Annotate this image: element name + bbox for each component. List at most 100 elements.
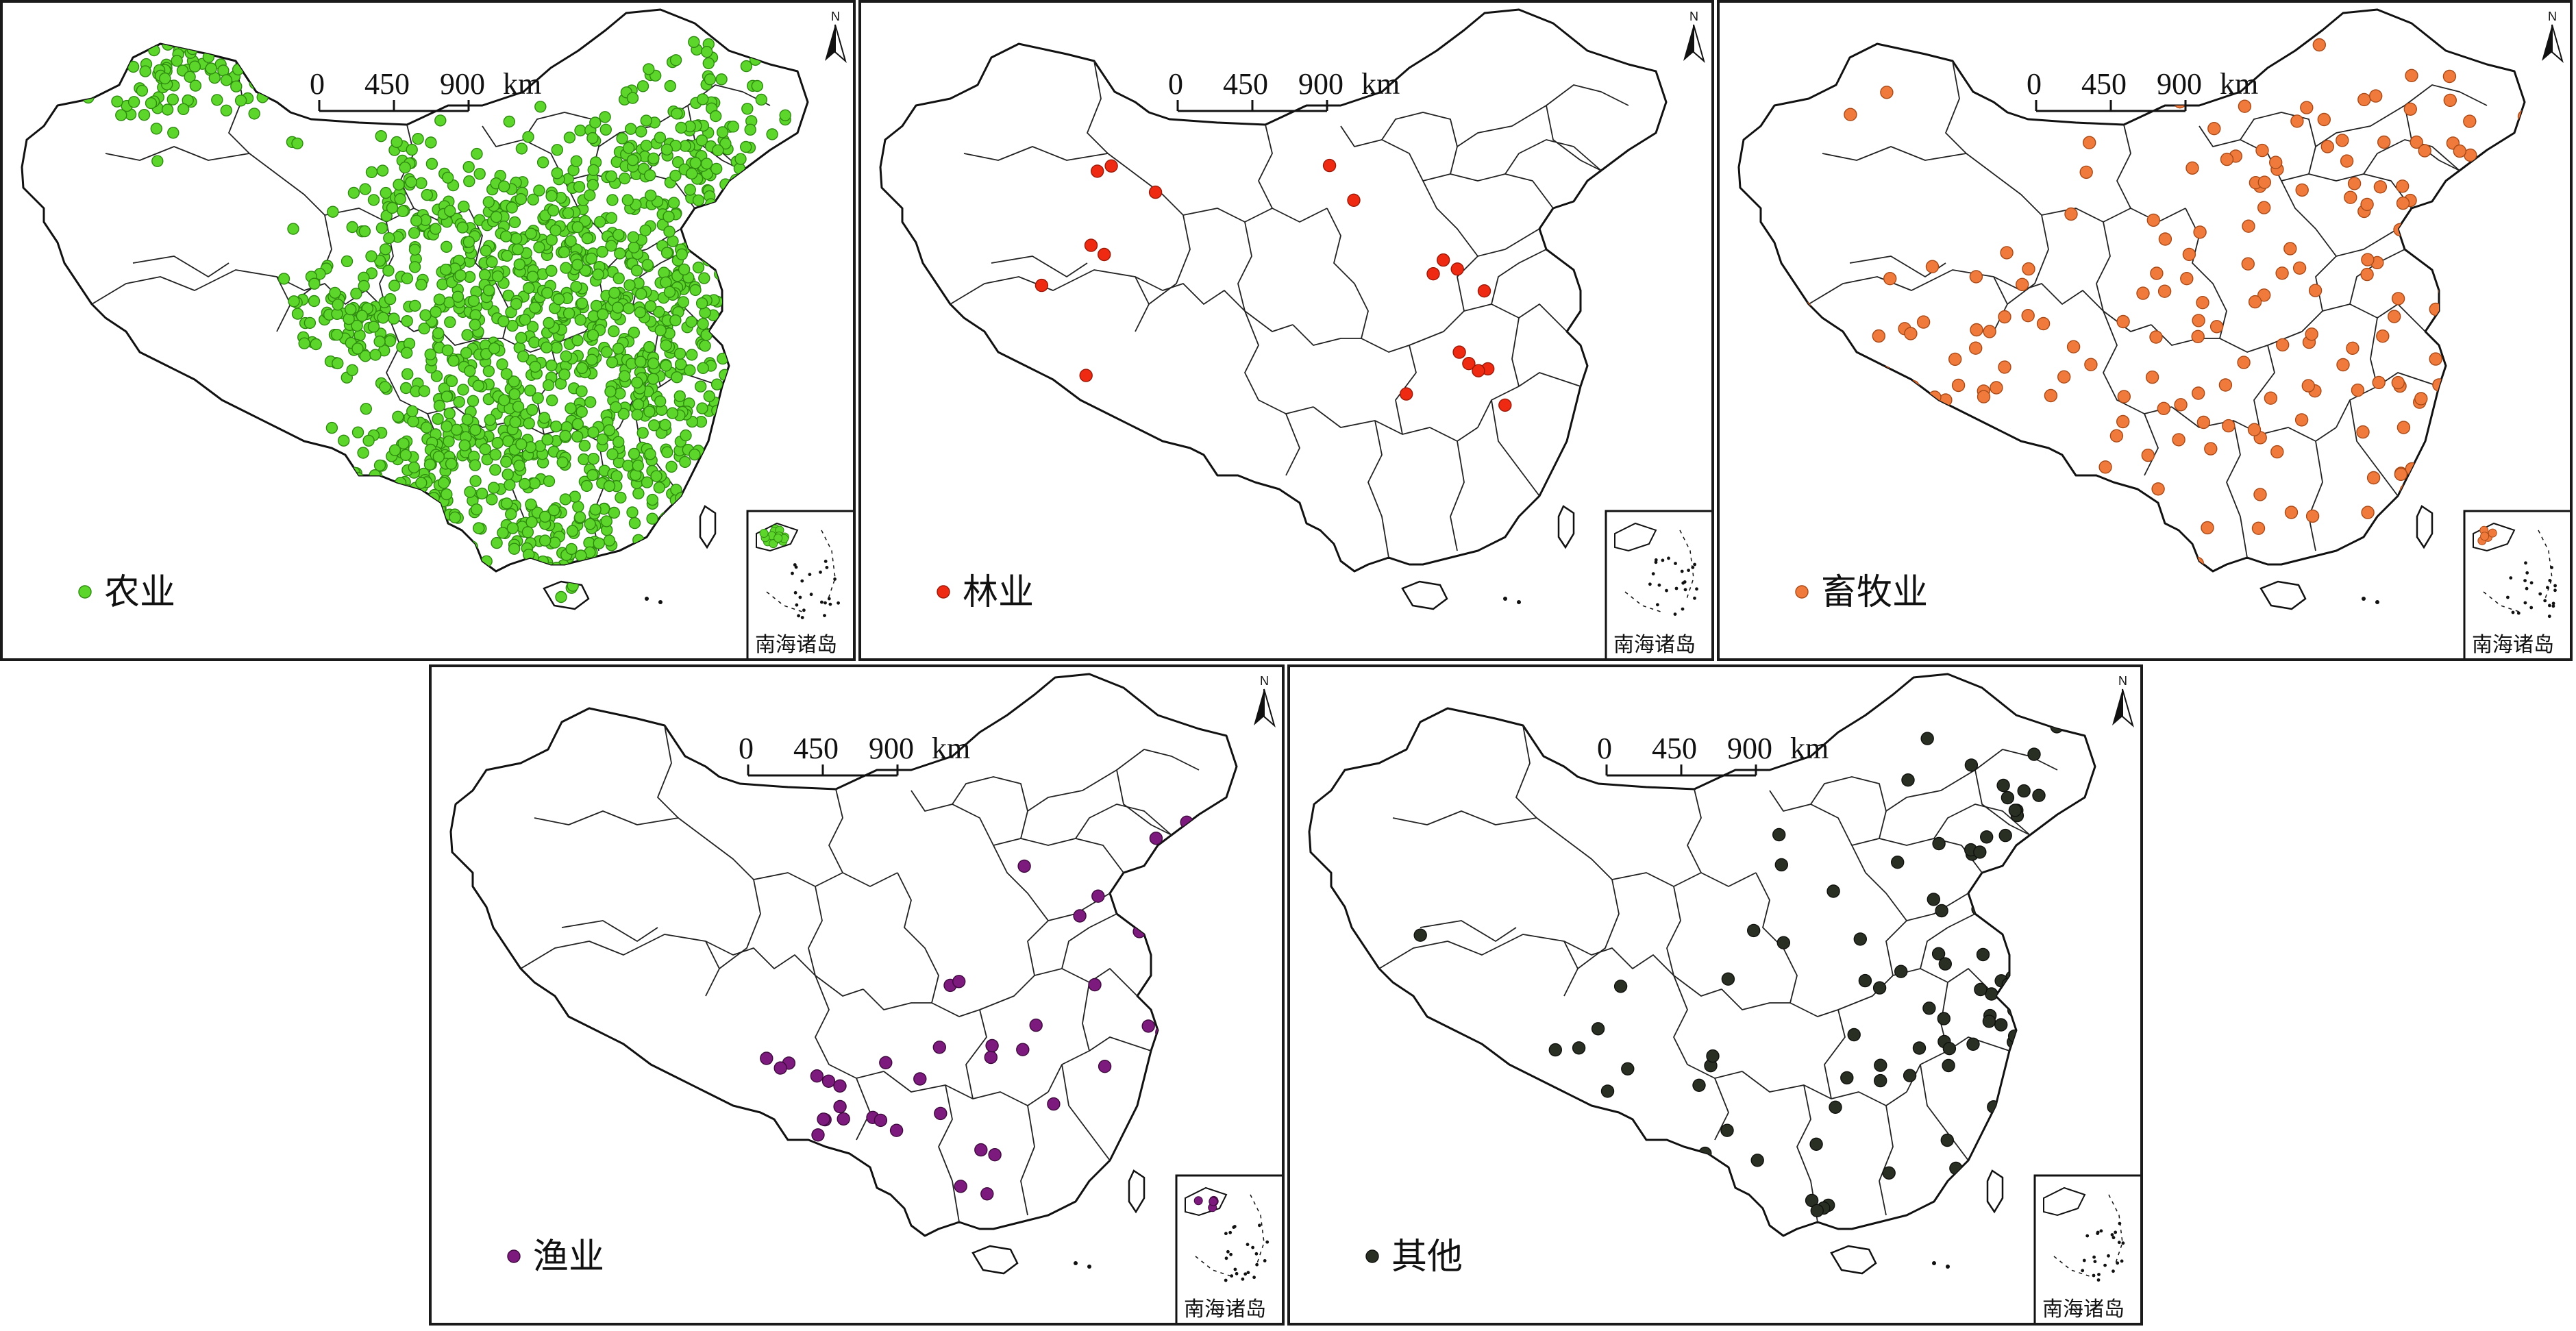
point-marker [647, 373, 660, 385]
point-marker [1776, 21, 1790, 35]
point-marker [1994, 1018, 2008, 1032]
point-marker [2360, 267, 2374, 282]
point-marker [467, 295, 480, 307]
south-china-sea-inset: 南海诸岛 [1605, 510, 1711, 658]
point-marker [715, 73, 728, 86]
point-marker [632, 398, 645, 411]
point-marker [692, 194, 705, 207]
point-marker [249, 10, 262, 16]
point-marker [1548, 1043, 1562, 1057]
scale-bar: 0 450 900 km [739, 732, 970, 777]
point-marker [2376, 329, 2390, 343]
point-marker [512, 243, 524, 256]
point-marker [395, 485, 407, 497]
point-marker [628, 517, 641, 530]
point-marker [1174, 954, 1188, 968]
point-marker [673, 347, 686, 360]
point-marker [1172, 1031, 1186, 1045]
north-arrow-icon: N [1683, 10, 1705, 63]
point-marker [329, 286, 341, 299]
point-marker [90, 66, 103, 79]
point-marker [375, 129, 387, 142]
point-marker [1937, 1012, 1950, 1025]
point-marker [1844, 108, 1857, 121]
point-marker [2222, 419, 2236, 433]
point-marker [1224, 915, 1237, 928]
point-marker [1925, 260, 1940, 273]
point-marker [2029, 970, 2043, 984]
point-marker [2255, 143, 2269, 158]
point-marker [541, 341, 553, 353]
point-marker [605, 170, 617, 183]
inset-label: 南海诸岛 [2472, 633, 2554, 657]
point-marker [432, 451, 445, 463]
point-marker [1942, 1042, 1957, 1056]
point-marker [2361, 506, 2375, 519]
point-marker [1880, 86, 1894, 99]
point-marker [854, 1223, 868, 1236]
scale-tick-0: 0 [739, 732, 754, 765]
point-marker [490, 211, 503, 223]
point-marker [2017, 784, 2031, 798]
point-marker [491, 536, 503, 549]
point-marker [288, 295, 300, 308]
point-marker [584, 518, 596, 530]
point-marker [644, 300, 657, 312]
point-marker [587, 453, 599, 465]
point-marker [408, 261, 421, 273]
point-marker [1309, 1002, 1317, 1015]
point-marker [2000, 246, 2014, 260]
point-marker [610, 401, 622, 414]
point-marker [578, 439, 591, 452]
point-marker [2116, 414, 2130, 429]
point-marker [163, 15, 176, 27]
point-marker [415, 477, 428, 489]
point-marker [1904, 327, 1918, 340]
point-marker [619, 370, 631, 382]
point-marker [985, 1038, 999, 1053]
province-borders [520, 725, 1200, 1223]
point-marker [1363, 1020, 1378, 1034]
point-marker [741, 103, 754, 115]
map-panel-other: 0 450 900 km N 其他 南海诸岛 [1287, 664, 2143, 1326]
point-marker [2356, 425, 2370, 439]
point-marker [603, 480, 616, 493]
point-marker [2098, 460, 2112, 474]
point-marker [257, 21, 269, 33]
point-marker [746, 33, 758, 45]
point-marker [1998, 360, 2011, 374]
point-marker [575, 406, 588, 418]
point-marker [300, 18, 313, 31]
point-marker [1150, 1230, 1165, 1244]
point-marker [2201, 521, 2214, 535]
point-marker [421, 188, 433, 201]
point-marker [1477, 284, 1491, 298]
point-marker [1029, 1018, 1043, 1032]
point-marker [608, 325, 620, 338]
point-marker [2357, 92, 2371, 107]
point-marker [787, 52, 800, 64]
point-marker [2237, 356, 2251, 369]
point-marker [2257, 201, 2271, 214]
point-marker [151, 155, 164, 167]
point-marker [717, 197, 730, 210]
point-marker [1858, 449, 1872, 463]
point-marker [273, 41, 285, 54]
point-marker [331, 329, 343, 341]
point-marker [563, 132, 576, 144]
point-marker [732, 230, 745, 242]
point-marker [628, 241, 640, 253]
point-marker [765, 200, 778, 212]
point-marker [586, 469, 599, 482]
point-marker [2115, 1028, 2127, 1040]
point-marker [338, 434, 350, 447]
point-marker [2192, 314, 2205, 327]
point-marker [741, 36, 753, 49]
point-marker [646, 512, 658, 525]
taiwan-island [1986, 1169, 2004, 1214]
taiwan-island [2416, 505, 2433, 549]
island-dot [2375, 600, 2379, 604]
point-marker [136, 84, 149, 97]
point-marker [2081, 977, 2095, 991]
